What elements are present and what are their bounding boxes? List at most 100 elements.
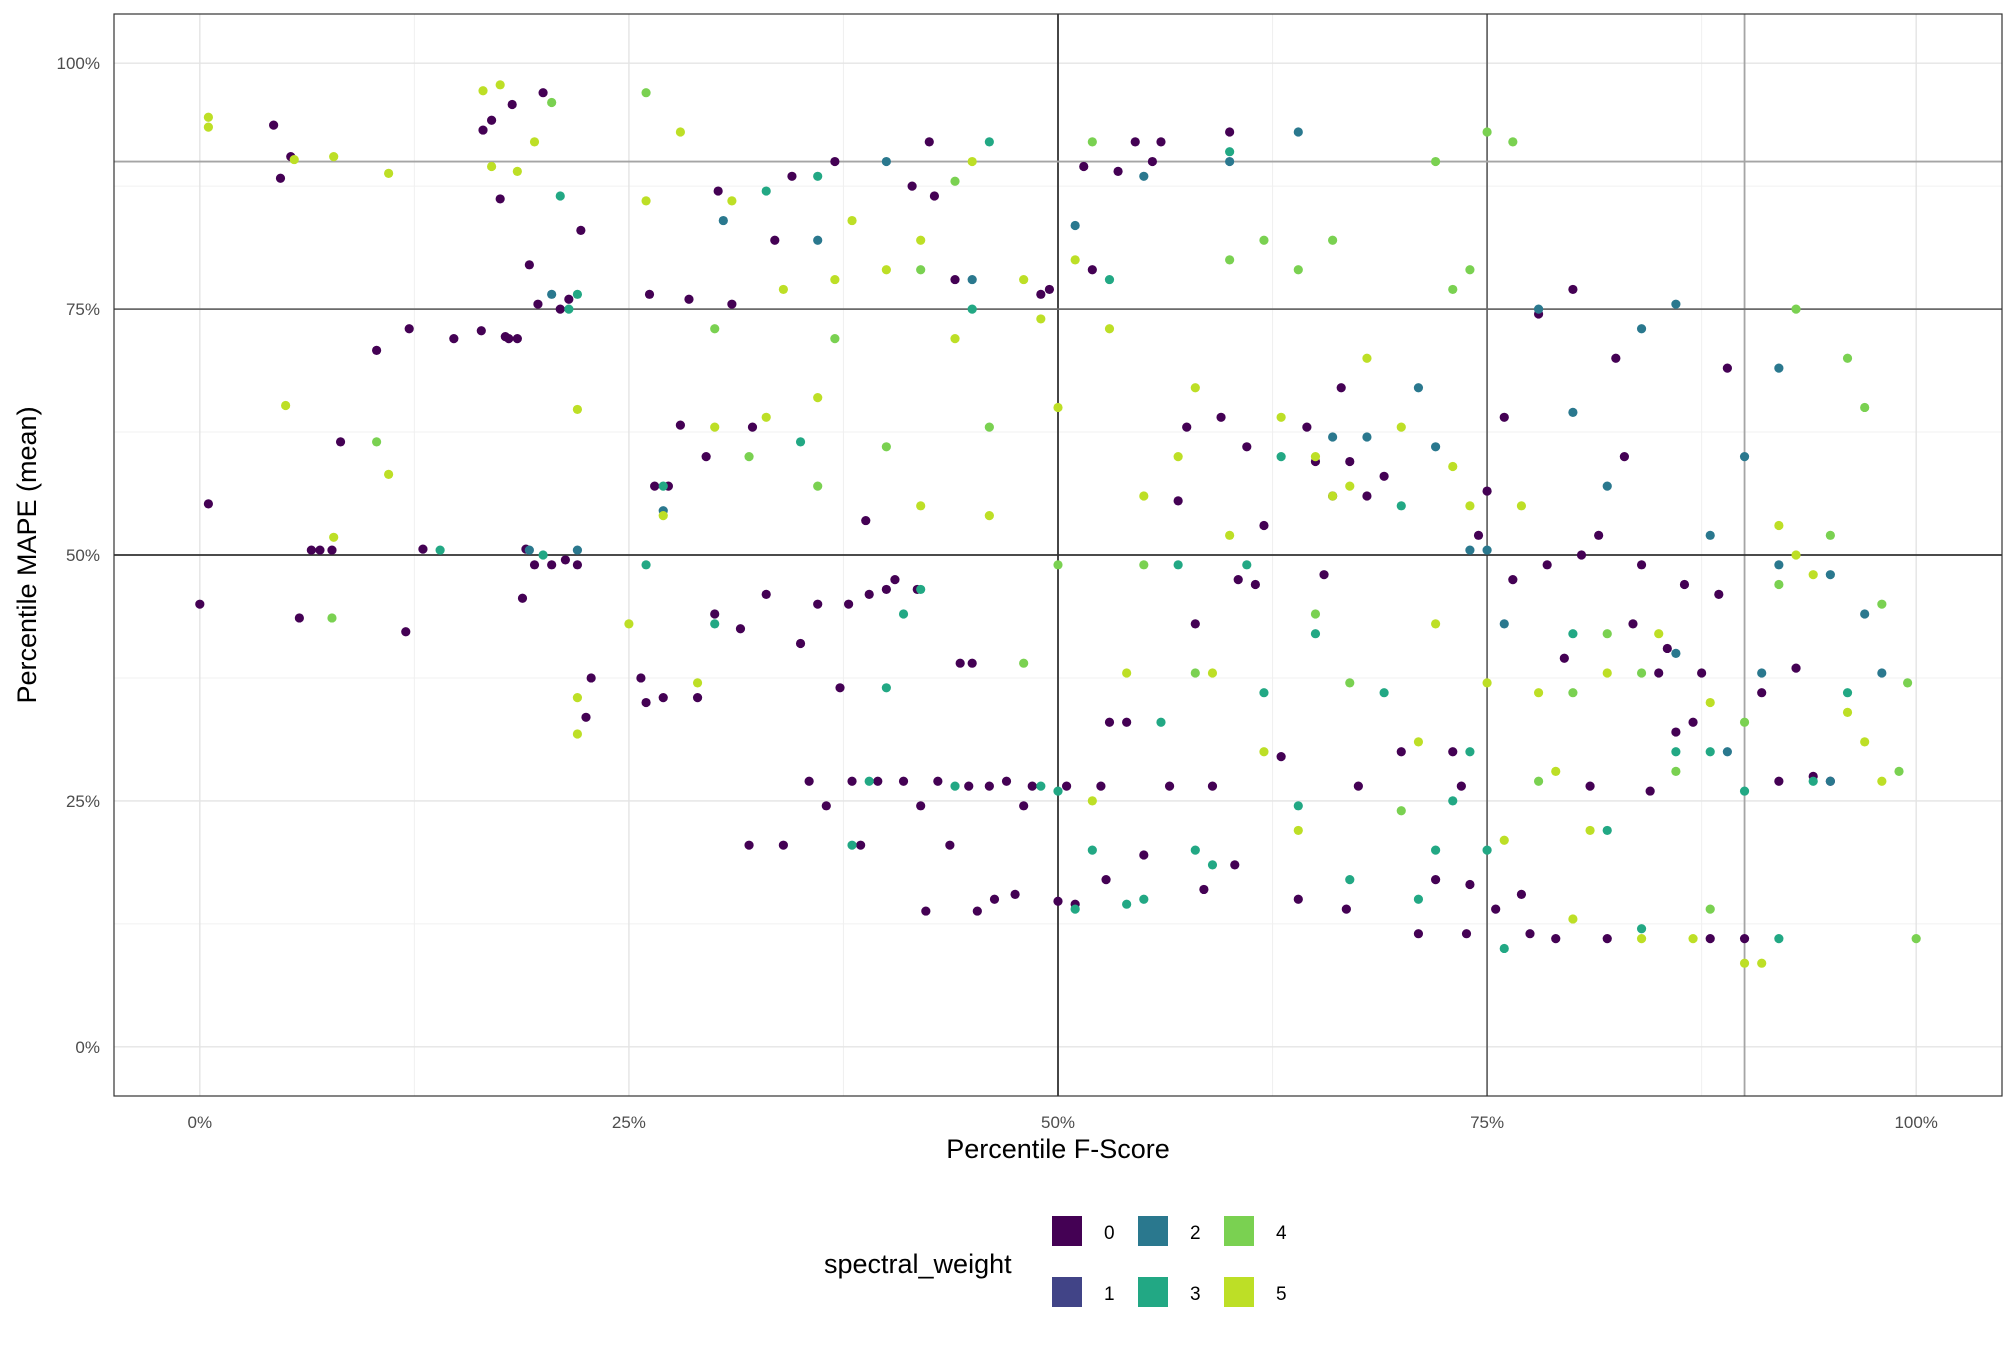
data-point-series-4: [1293, 265, 1303, 275]
data-point-series-2: [1739, 452, 1750, 462]
data-point-series-0: [581, 712, 591, 722]
data-point-series-0: [650, 481, 660, 491]
data-point-series-5: [830, 274, 840, 285]
data-point-series-3: [1705, 747, 1715, 757]
data-point-series-4: [1533, 776, 1544, 786]
data-point-series-5: [1688, 934, 1698, 944]
data-point-series-0: [560, 555, 571, 565]
legend-label-0: 0: [1104, 1223, 1115, 1244]
data-point-series-5: [384, 469, 394, 479]
data-point-series-0: [658, 693, 668, 703]
data-point-series-3: [1207, 860, 1218, 870]
data-point-series-5: [1190, 383, 1200, 393]
data-point-series-0: [787, 171, 797, 181]
data-point-series-2: [1860, 609, 1870, 619]
data-point-series-2: [1225, 156, 1235, 167]
data-point-series-5: [984, 511, 994, 521]
legend-swatch-1: [1052, 1277, 1082, 1307]
data-point-series-3: [1104, 274, 1115, 285]
data-point-series-3: [864, 776, 874, 786]
legend-swatch-5: [1224, 1277, 1254, 1307]
data-point-series-5: [495, 80, 505, 90]
data-point-series-3: [641, 560, 651, 570]
data-point-series-0: [504, 334, 514, 344]
data-point-series-0: [636, 673, 646, 683]
data-point-series-3: [1173, 560, 1183, 570]
data-point-series-5: [778, 284, 788, 295]
data-point-series-0: [735, 624, 746, 634]
y-tick-label: 0%: [75, 1038, 100, 1057]
data-point-series-0: [275, 173, 286, 183]
data-point-series-5: [1448, 461, 1458, 472]
data-point-series-0: [890, 574, 900, 585]
data-point-series-0: [1061, 781, 1072, 791]
data-point-series-3: [1413, 894, 1424, 904]
data-point-series-5: [1207, 668, 1218, 678]
data-point-series-0: [1259, 520, 1269, 531]
data-point-series-5: [624, 619, 634, 629]
data-point-series-5: [572, 693, 583, 703]
data-point-series-4: [1345, 678, 1355, 688]
data-point-series-3: [1808, 776, 1818, 786]
data-point-series-4: [641, 88, 651, 98]
data-point-series-0: [1628, 619, 1638, 629]
data-point-series-5: [1705, 697, 1715, 708]
data-point-series-0: [1679, 579, 1690, 590]
reference-lines: [114, 14, 2002, 1096]
data-point-series-5: [203, 122, 213, 132]
data-point-series-5: [384, 168, 394, 178]
data-point-series-0: [1542, 560, 1552, 570]
data-point-series-5: [1362, 353, 1372, 363]
data-point-series-2: [547, 289, 557, 299]
data-point-series-4: [1396, 806, 1406, 816]
data-point-series-5: [916, 501, 926, 511]
data-point-series-3: [1070, 904, 1080, 914]
data-point-series-0: [1739, 934, 1750, 944]
data-point-series-0: [1087, 265, 1097, 275]
data-point-series-0: [1053, 896, 1063, 906]
data-point-series-5: [1636, 934, 1647, 944]
data-point-series-3: [1242, 560, 1252, 570]
data-point-series-0: [1482, 486, 1492, 496]
legend: spectral_weight 0 1 2 3 4 5: [824, 1216, 1287, 1307]
data-point-series-5: [329, 532, 339, 542]
data-point-series-0: [1671, 727, 1681, 737]
data-point-series-2: [1705, 530, 1715, 540]
data-point-series-5: [1225, 530, 1235, 540]
data-point-series-4: [950, 176, 960, 186]
data-point-series-0: [770, 235, 780, 245]
data-point-series-4: [1877, 599, 1887, 609]
data-point-series-0: [856, 840, 866, 850]
data-point-series-2: [1636, 324, 1647, 334]
data-point-series-0: [1456, 781, 1466, 791]
data-point-series-2: [1499, 619, 1509, 629]
data-point-series-5: [512, 166, 522, 176]
x-axis-ticks: 0% 25% 50% 75% 100%: [188, 1113, 1938, 1132]
x-tick-label: 25%: [612, 1113, 646, 1132]
data-point-series-0: [945, 840, 955, 850]
data-point-series-5: [1465, 501, 1475, 511]
data-point-series-0: [744, 840, 754, 850]
legend-label-2: 2: [1190, 1223, 1201, 1244]
data-point-series-5: [478, 86, 488, 96]
data-point-series-3: [1568, 629, 1578, 639]
data-point-series-2: [967, 274, 977, 285]
data-point-series-0: [1499, 412, 1509, 422]
data-point-series-3: [658, 481, 668, 491]
data-point-series-0: [1576, 550, 1587, 560]
data-point-series-0: [1216, 412, 1226, 422]
data-point-series-3: [1602, 825, 1612, 836]
data-point-series-2: [1328, 432, 1338, 442]
data-point-series-2: [1602, 481, 1612, 491]
data-point-series-4: [1139, 560, 1149, 570]
data-point-series-2: [1568, 407, 1578, 417]
data-point-series-3: [1842, 688, 1853, 698]
data-point-series-0: [1104, 717, 1115, 727]
data-point-series-3: [795, 437, 806, 447]
data-point-series-3: [1636, 924, 1647, 934]
data-point-series-2: [1825, 570, 1835, 580]
data-point-series-2: [1533, 304, 1544, 314]
data-point-series-0: [1508, 574, 1518, 585]
data-point-series-4: [1087, 137, 1097, 147]
